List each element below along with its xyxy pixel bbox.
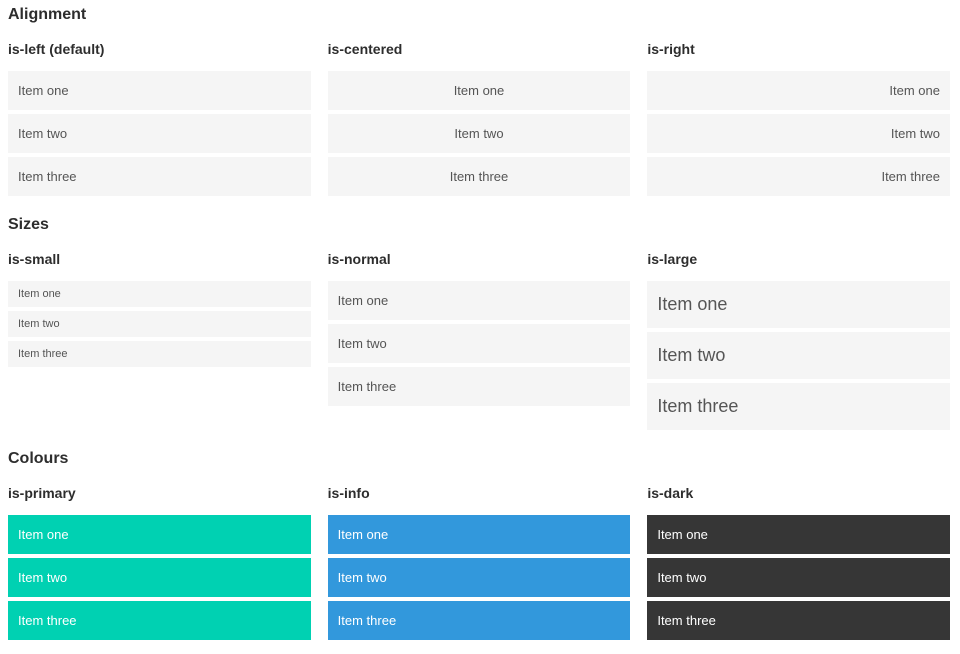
variant-title: is-dark xyxy=(647,485,694,501)
variant-is-primary: is-primary Item one Item two Item three xyxy=(8,483,311,640)
list-item: Item two xyxy=(8,558,311,597)
list-item: Item one xyxy=(8,281,311,307)
colours-columns: is-primary Item one Item two Item three … xyxy=(8,483,950,640)
list-item: Item one xyxy=(327,515,631,554)
variant-is-small: is-small Item one Item two Item three xyxy=(8,249,311,430)
list-is-dark: Item one Item two Item three xyxy=(647,515,950,640)
variant-title: is-normal xyxy=(327,251,391,267)
list-item: Item three xyxy=(8,601,311,640)
list-item: Item one xyxy=(8,71,311,110)
list-item: Item two xyxy=(327,114,631,153)
list-is-left: Item one Item two Item three xyxy=(8,71,311,196)
list-is-right: Item one Item two Item three xyxy=(647,71,950,196)
section-sizes: Sizes is-small Item one Item two Item th… xyxy=(8,215,950,430)
section-title: Sizes xyxy=(8,216,49,233)
list-item: Item three xyxy=(327,601,631,640)
list-item: Item two xyxy=(8,114,311,153)
list-is-primary: Item one Item two Item three xyxy=(8,515,311,640)
variant-title: is-left (default) xyxy=(8,41,105,57)
variant-title: is-primary xyxy=(8,485,76,501)
list-item: Item two xyxy=(8,311,311,337)
list-is-large: Item one Item two Item three xyxy=(647,281,950,430)
variant-is-left: is-left (default) Item one Item two Item… xyxy=(8,39,311,196)
list-item: Item three xyxy=(327,367,631,406)
list-is-info: Item one Item two Item three xyxy=(327,515,631,640)
list-is-centered: Item one Item two Item three xyxy=(327,71,631,196)
list-demo-page: Alignment is-left (default) Item one Ite… xyxy=(8,5,950,640)
list-is-small: Item one Item two Item three xyxy=(8,281,311,367)
variant-title: is-info xyxy=(327,485,370,501)
list-item: Item two xyxy=(327,324,631,363)
list-item: Item three xyxy=(327,157,631,196)
list-is-normal: Item one Item two Item three xyxy=(327,281,631,406)
section-colours: Colours is-primary Item one Item two Ite… xyxy=(8,449,950,640)
list-item: Item two xyxy=(647,114,950,153)
sizes-columns: is-small Item one Item two Item three is… xyxy=(8,249,950,430)
list-item: Item three xyxy=(8,157,311,196)
variant-title: is-large xyxy=(647,251,698,267)
variant-is-dark: is-dark Item one Item two Item three xyxy=(647,483,950,640)
list-item: Item three xyxy=(647,601,950,640)
variant-title: is-right xyxy=(647,41,695,57)
list-item: Item three xyxy=(8,341,311,367)
list-item: Item one xyxy=(647,515,950,554)
list-item: Item three xyxy=(647,157,950,196)
list-item: Item one xyxy=(647,281,950,328)
variant-is-normal: is-normal Item one Item two Item three xyxy=(327,249,631,430)
variant-title: is-small xyxy=(8,251,61,267)
list-item: Item two xyxy=(647,558,950,597)
variant-title: is-centered xyxy=(327,41,403,57)
section-title: Alignment xyxy=(8,6,87,23)
list-item: Item one xyxy=(8,515,311,554)
variant-is-right: is-right Item one Item two Item three xyxy=(647,39,950,196)
list-item: Item three xyxy=(647,383,950,430)
section-alignment: Alignment is-left (default) Item one Ite… xyxy=(8,5,950,196)
variant-is-centered: is-centered Item one Item two Item three xyxy=(327,39,631,196)
section-title: Colours xyxy=(8,450,69,467)
list-item: Item one xyxy=(327,71,631,110)
list-item: Item two xyxy=(647,332,950,379)
list-item: Item two xyxy=(327,558,631,597)
alignment-columns: is-left (default) Item one Item two Item… xyxy=(8,39,950,196)
variant-is-info: is-info Item one Item two Item three xyxy=(327,483,631,640)
variant-is-large: is-large Item one Item two Item three xyxy=(647,249,950,430)
list-item: Item one xyxy=(327,281,631,320)
list-item: Item one xyxy=(647,71,950,110)
